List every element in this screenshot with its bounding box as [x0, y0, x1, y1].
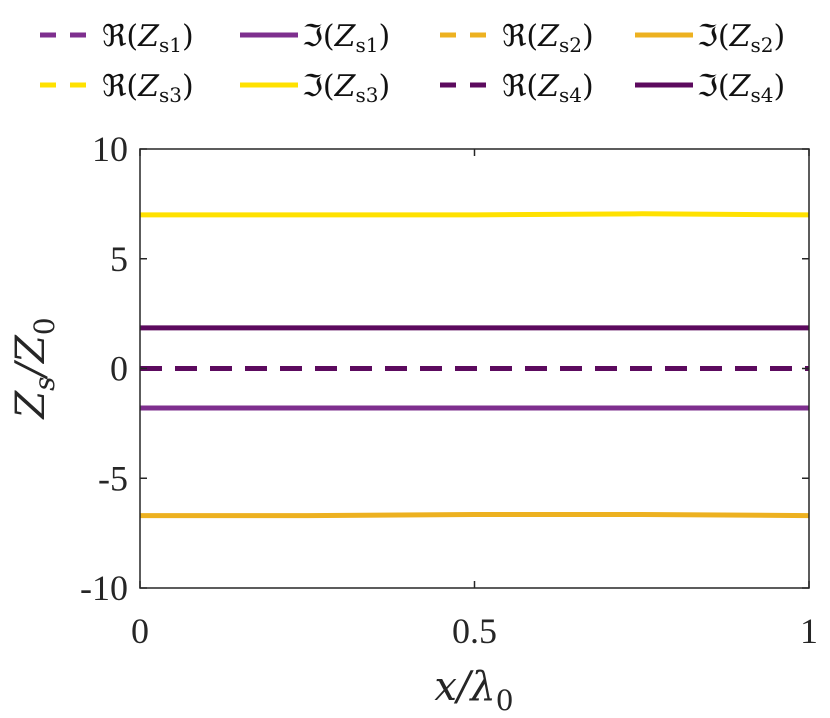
legend-item: ℑ(Zs4) [635, 69, 785, 107]
legend-label: ℜ(Zs1) [102, 19, 194, 57]
legend-label: ℑ(Zs2) [697, 19, 785, 57]
ticks [139, 148, 810, 589]
y-axis-label: Zs/Z0 [8, 317, 61, 420]
y-tick-label: 0 [110, 349, 128, 389]
legend-label: ℑ(Zs3) [302, 69, 390, 107]
legend-label: ℜ(Zs2) [502, 19, 594, 57]
legend-item: ℜ(Zs4) [440, 69, 594, 107]
y-tick-label: -5 [98, 458, 128, 498]
legend-label: ℑ(Zs1) [302, 19, 390, 57]
legend-item: ℜ(Zs2) [440, 19, 594, 57]
tick-labels: 0 0.5 1 10 5 0 -5 -10 [80, 129, 818, 651]
legend-item: ℑ(Zs1) [240, 19, 390, 57]
x-axis-label: x/λ0 [434, 664, 513, 717]
y-tick-label: 10 [92, 129, 128, 169]
legend-item: ℜ(Zs1) [40, 19, 194, 57]
y-tick-label: -10 [80, 568, 128, 608]
legend-label: ℜ(Zs4) [502, 69, 594, 107]
series-line-6 [140, 211, 810, 218]
legend: ℜ(Zs1) ℑ(Zs1) ℜ(Zs2) ℑ(Zs2) ℜ(Zs3) ℑ(Zs3) ℜ(Zs… [40, 19, 785, 107]
y-tick-label: 5 [110, 239, 128, 279]
x-tick-label: 1 [800, 611, 818, 651]
legend-item: ℑ(Zs2) [635, 19, 785, 57]
series-line-4 [140, 512, 810, 519]
legend-item: ℑ(Zs3) [240, 69, 390, 107]
legend-label: ℜ(Zs3) [102, 69, 194, 107]
legend-label: ℑ(Zs4) [697, 69, 785, 107]
plot-lines [140, 211, 810, 519]
legend-item: ℜ(Zs3) [40, 69, 194, 107]
x-tick-label: 0 [131, 611, 149, 651]
x-tick-label: 0.5 [452, 611, 497, 651]
